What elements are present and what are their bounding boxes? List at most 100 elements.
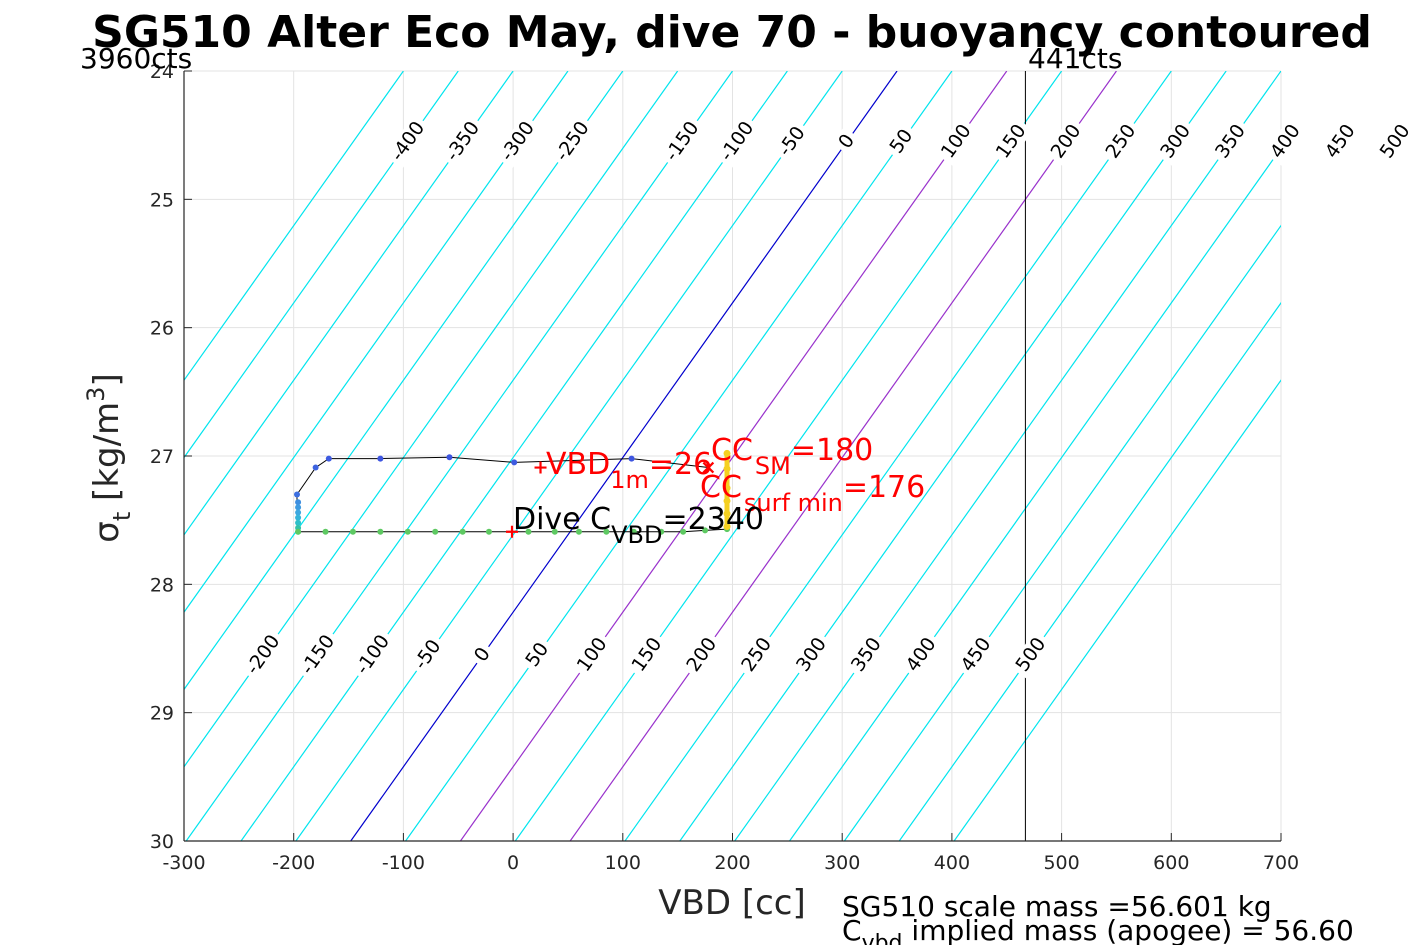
contour-label-bg: [832, 127, 862, 157]
vbd-1m-sub: 1m: [610, 466, 649, 494]
chart-title: SG510 Alter Eco May, dive 70 - buoyancy …: [92, 7, 1372, 58]
contour-line--300: [184, 71, 569, 614]
x-tick-label: -200: [272, 852, 315, 874]
x-tick-label: 600: [1153, 852, 1189, 874]
implied-mass-main: C: [842, 914, 862, 945]
climb-point: [551, 528, 558, 535]
cc-surf-min-annotation: CCsurf min=176: [700, 470, 925, 517]
contour-label-bg: [713, 114, 762, 169]
contour-label-bg: [625, 630, 670, 680]
contour-label-bg: [239, 627, 288, 683]
surface-point: [723, 523, 731, 531]
vbd-1m-marker: [534, 461, 547, 474]
climb-point: [377, 528, 384, 535]
climb-point: [658, 528, 665, 535]
contour-line-0: [350, 71, 898, 841]
cc-sm-annotation: CCSM=180: [711, 433, 873, 480]
climb-point: [525, 528, 532, 535]
contour-line--250: [184, 71, 624, 691]
x-tick-label: 300: [824, 852, 860, 874]
dive-c-vbd-marker: [506, 525, 519, 538]
cc-sm-marker: [702, 461, 715, 474]
contour-label-bg: [899, 630, 944, 680]
cc-surf-sub: surf min: [744, 489, 843, 517]
vbd-1m-value: =26: [649, 447, 712, 482]
y-tick-label: 25: [150, 189, 174, 211]
climb-point: [295, 528, 302, 535]
y-tick-label: 26: [150, 318, 174, 340]
contour-label-bg: [519, 635, 556, 675]
dive-c-vbd-annotation: Dive CVBD=2340: [513, 502, 764, 549]
contour-line-50: [405, 71, 953, 841]
dive-point: [295, 514, 302, 521]
y-label-close: ]: [87, 373, 127, 386]
contour-label-bg: [680, 630, 724, 680]
x-tick-label: 200: [714, 852, 750, 874]
axes: [183, 70, 1282, 842]
dive-point: [295, 509, 302, 516]
contour-label-bg: [771, 119, 813, 164]
cc-sm-sub: SM: [755, 452, 791, 480]
cc-sm-main: CC: [711, 433, 753, 468]
implied-mass-sub: vbd: [862, 931, 903, 945]
contour-label-bg: [790, 630, 834, 680]
climb-point: [680, 528, 687, 535]
counts-right-label: 441cts: [1028, 42, 1122, 75]
y-tick-label: 30: [150, 831, 174, 853]
climb-point: [459, 528, 466, 535]
climb-point: [485, 528, 492, 535]
cc-surf-value: =176: [843, 470, 925, 505]
contour-line--100: [240, 71, 788, 841]
dive-point: [377, 455, 384, 462]
dive-point: [628, 455, 635, 462]
contour-line-500: [898, 301, 1281, 841]
x-axis-label: VBD [cc]: [658, 883, 806, 923]
climb-point: [702, 527, 709, 534]
contour-label-bg: [883, 122, 921, 162]
x-tick-label: -100: [382, 852, 425, 874]
contour-line--350: [184, 71, 514, 536]
contour-label-bg: [989, 117, 1034, 166]
y-tick-label: 27: [150, 446, 174, 468]
contour-label-bg: [735, 630, 779, 680]
surface-point: [723, 465, 731, 473]
dive-point: [295, 504, 302, 511]
contour-line--200: [184, 71, 679, 768]
contour-label-bg: [1318, 117, 1363, 166]
x-tick-label: 400: [934, 852, 970, 874]
contour-line--50: [295, 71, 843, 841]
x-tick-label: 0: [507, 852, 519, 874]
dive-points: [293, 449, 731, 538]
contour-label-bg: [1044, 117, 1089, 166]
y-label-sub: t: [108, 512, 136, 521]
contour-line-400: [789, 147, 1281, 841]
contour-label-bg: [1099, 117, 1144, 166]
y-tick-label: 28: [150, 574, 174, 596]
dive-point: [511, 459, 518, 466]
contour-line-250: [624, 71, 1172, 841]
climb-point: [432, 528, 439, 535]
vbd-1m-main: VBD: [546, 447, 610, 482]
dive-point: [446, 454, 453, 461]
y-tick-label: 24: [150, 61, 174, 83]
dive-point: [295, 499, 302, 506]
climb-point: [349, 528, 356, 535]
contour-label-bg: [467, 640, 498, 670]
contour-label-bg: [494, 114, 542, 169]
contour-line-550: [953, 379, 1281, 841]
implied-mass-text: Cvbd implied mass (apogee) = 56.60: [842, 914, 1354, 945]
surface-point: [723, 497, 731, 505]
contour-line-350: [734, 71, 1281, 841]
contour-label-bg: [844, 630, 889, 680]
dive-c-main: Dive C: [513, 502, 611, 537]
dive-c-sub: VBD: [611, 521, 662, 549]
implied-mass-rest: implied mass (apogee) = 56.60: [903, 914, 1354, 945]
contour-label-bg: [349, 627, 397, 683]
surface-point: [723, 484, 731, 492]
dive-point: [295, 519, 302, 526]
climb-point: [603, 528, 610, 535]
x-tick-label: 700: [1263, 852, 1299, 874]
scale-mass-text: SG510 scale mass =56.601 kg: [842, 890, 1272, 923]
y-label-symbol: σ: [87, 521, 127, 543]
